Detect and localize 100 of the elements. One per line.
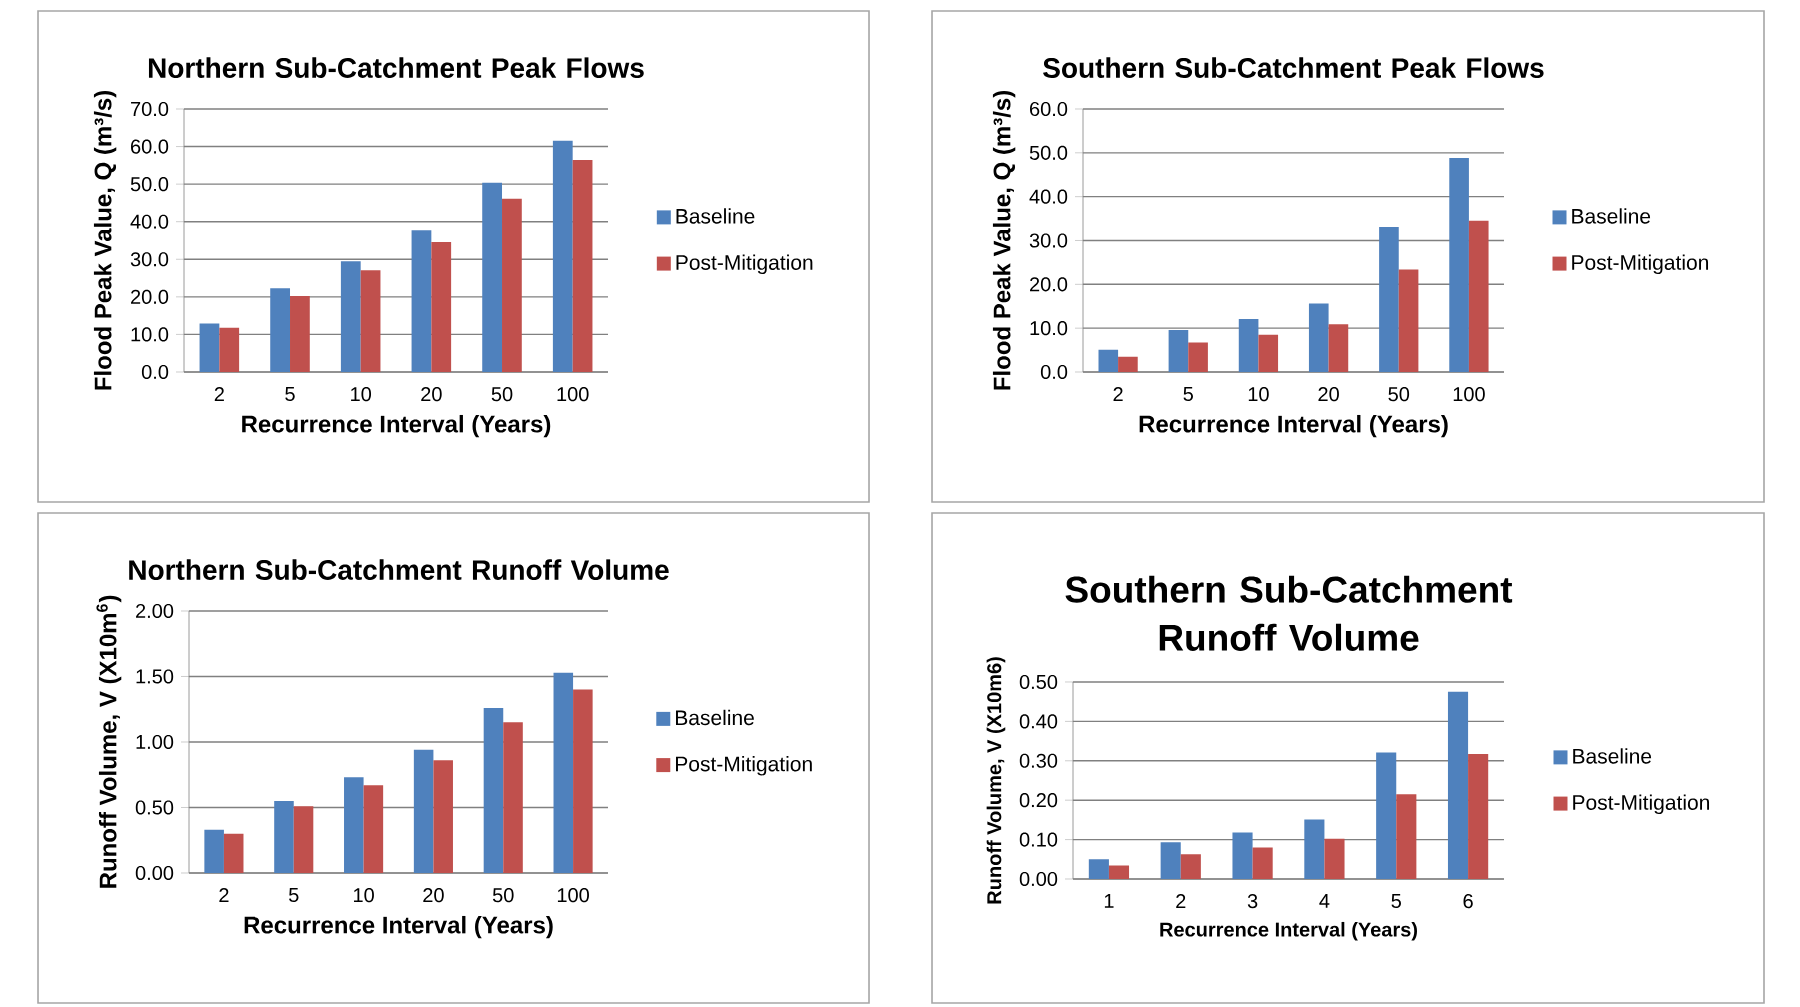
legend-label: Post-Mitigation [676,755,812,776]
y-tick-label: 30.0 [1029,233,1068,248]
x-tick-label: 50 [491,387,513,402]
y-tick-label: 40.0 [130,214,169,229]
bar [1098,349,1119,372]
legend-label: Baseline [676,208,755,224]
bar [1304,819,1325,879]
x-axis-title: Recurrence Interval (Years) [244,915,553,939]
bar [413,749,434,873]
bar [1168,329,1189,372]
x-tick-label: 100 [557,387,589,402]
y-tick-label: 2.00 [136,603,174,619]
x-tick-label: 1 [1104,894,1114,908]
bar [1324,838,1345,879]
x-tick-label: 2 [219,888,229,903]
bar [572,160,593,372]
bar [1238,318,1259,372]
y-tick-label: 0.40 [1019,714,1058,729]
bar [411,230,432,372]
y-tick-label: 50.0 [1029,145,1068,160]
y-tick-label: 0.30 [1019,753,1058,768]
y-axis-title: Runoff Volume, V (X10m$^{6}$) [96,595,122,888]
x-tick-label: 5 [285,387,295,401]
y-tick-label: 20.0 [1030,277,1068,292]
bar [1160,842,1181,879]
x-tick-label: 100 [557,888,589,903]
bar [1232,832,1253,879]
chart-title: Southern Sub-Catchment Peak Flows [1043,57,1544,78]
bar [502,198,522,372]
bar [573,689,593,873]
bar [1449,158,1469,372]
chart-title: Northern Sub-Catchment Runoff Volume [129,559,669,580]
x-tick-label: 2 [214,387,224,402]
legend-label: Post-Mitigation [1573,794,1710,815]
x-tick-label: 2 [1113,387,1123,402]
y-tick-label: 10.0 [1030,321,1068,336]
x-axis-title: Recurrence Interval (Years) [1160,921,1417,941]
bar [274,800,294,873]
bar [340,261,361,372]
x-tick-label: 20 [421,387,442,402]
x-tick-label: 4 [1319,894,1330,908]
bar [1447,691,1469,879]
y-tick-label: 0.50 [135,800,174,815]
x-axis-title: Recurrence Interval (Years) [1139,414,1448,438]
bar [204,829,224,873]
x-tick-label: 10 [351,387,372,402]
bar [1108,865,1130,879]
y-tick-label: 0.0 [141,364,169,380]
x-tick-label: 10 [354,888,374,903]
bar [293,806,314,873]
x-tick-label: 5 [1391,894,1401,908]
bar [1376,752,1397,879]
y-tick-label: 0.00 [135,865,174,881]
bar [344,777,364,873]
bar [1188,342,1208,372]
y-tick-label: 60.0 [131,139,169,154]
y-tick-label: 50.0 [130,177,169,192]
bar [1468,220,1489,372]
bar [433,760,453,873]
chart-title: Southern Sub-Catchment Runoff Volume [1065,575,1513,651]
bar [1379,226,1399,372]
bar [290,296,310,372]
x-tick-label: 50 [492,888,514,903]
x-tick-label: 6 [1463,894,1473,909]
y-tick-label: 0.00 [1019,871,1058,887]
bar [1398,269,1419,372]
y-tick-label: 1.00 [136,734,174,750]
bar [483,707,504,873]
bar [1328,324,1349,372]
bar [1252,847,1273,879]
legend-label: Baseline [676,709,754,726]
bar [363,785,384,873]
y-tick-label: 0.0 [1040,364,1068,380]
bar [223,833,244,873]
chart-title: Northern Sub-Catchment Peak Flows [148,57,644,78]
y-tick-label: 60.0 [1030,101,1068,117]
bar [552,140,573,372]
x-tick-label: 5 [1183,387,1193,401]
bar [1308,303,1329,372]
y-tick-label: 0.10 [1019,832,1058,847]
x-tick-label: 5 [289,888,299,902]
x-tick-label: 20 [1318,387,1339,402]
y-axis-title: Runoff Volume, V (X10m6) [986,657,1006,904]
x-tick-label: 10 [1248,387,1269,402]
x-tick-label: 50 [1388,387,1410,402]
bar [482,182,503,372]
y-tick-label: 70.0 [131,101,169,117]
bar [199,323,220,372]
x-tick-label: 3 [1247,894,1258,909]
x-tick-label: 2 [1176,894,1186,909]
y-tick-label: 1.50 [136,669,174,684]
y-tick-label: 30.0 [130,252,169,267]
bar [219,327,240,372]
legend-label: Baseline [1573,748,1652,764]
x-tick-label: 100 [1453,387,1485,402]
y-tick-label: 0.20 [1019,793,1058,808]
legend-label: Baseline [1572,208,1651,224]
bar [1396,794,1417,879]
y-tick-label: 20.0 [131,289,169,304]
y-tick-label: 40.0 [1029,189,1068,204]
